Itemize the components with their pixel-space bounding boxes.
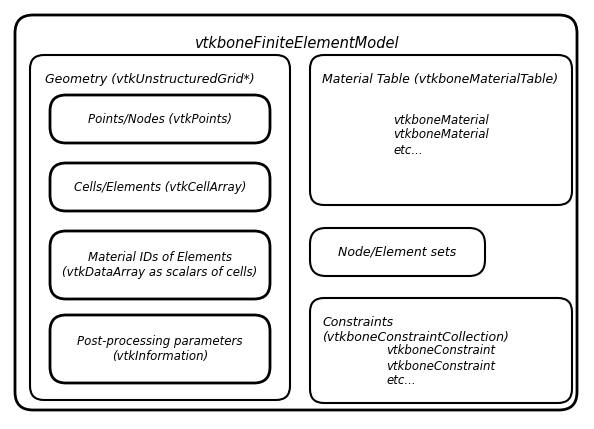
Text: Material Table (vtkboneMaterialTable): Material Table (vtkboneMaterialTable)	[322, 73, 558, 86]
Text: Cells/Elements (vtkCellArray): Cells/Elements (vtkCellArray)	[74, 181, 246, 193]
Text: vtkboneMaterial
vtkboneMaterial
etc...: vtkboneMaterial vtkboneMaterial etc...	[393, 114, 489, 157]
FancyBboxPatch shape	[50, 231, 270, 299]
Text: Geometry (vtkUnstructuredGrid*): Geometry (vtkUnstructuredGrid*)	[45, 73, 255, 86]
Text: Constraints
(vtkboneConstraintCollection): Constraints (vtkboneConstraintCollection…	[322, 316, 509, 344]
Text: vtkboneConstraint
vtkboneConstraint
etc...: vtkboneConstraint vtkboneConstraint etc.…	[387, 344, 495, 387]
FancyBboxPatch shape	[310, 55, 572, 205]
FancyBboxPatch shape	[50, 95, 270, 143]
FancyBboxPatch shape	[50, 163, 270, 211]
FancyBboxPatch shape	[50, 315, 270, 383]
Text: Material IDs of Elements
(vtkDataArray as scalars of cells): Material IDs of Elements (vtkDataArray a…	[62, 251, 258, 279]
FancyBboxPatch shape	[30, 55, 290, 400]
Text: Points/Nodes (vtkPoints): Points/Nodes (vtkPoints)	[88, 112, 232, 126]
FancyBboxPatch shape	[15, 15, 577, 410]
FancyBboxPatch shape	[310, 298, 572, 403]
FancyBboxPatch shape	[310, 228, 485, 276]
Text: Post-processing parameters
(vtkInformation): Post-processing parameters (vtkInformati…	[77, 335, 243, 363]
Text: Node/Element sets: Node/Element sets	[339, 245, 457, 259]
Text: vtkboneFiniteElementModel: vtkboneFiniteElementModel	[195, 36, 399, 51]
